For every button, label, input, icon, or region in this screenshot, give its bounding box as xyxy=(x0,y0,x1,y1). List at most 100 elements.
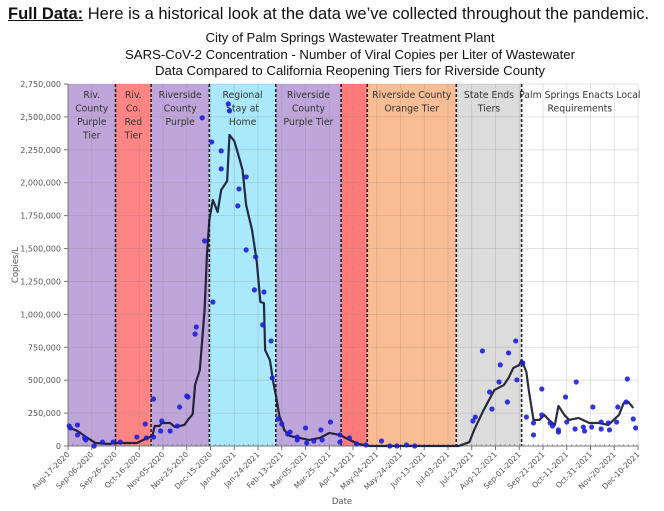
region-label: Tier xyxy=(82,131,101,142)
sample-point xyxy=(472,414,478,420)
sample-point xyxy=(530,420,537,426)
sample-point xyxy=(572,426,578,432)
sample-point xyxy=(225,101,231,107)
sample-point xyxy=(598,426,604,432)
sample-point xyxy=(302,425,309,431)
region-label: Palm Springs Enacts Local xyxy=(519,90,640,101)
sample-point xyxy=(562,394,569,400)
y-tick-label: 2,500,000 xyxy=(20,113,61,122)
region-label: County xyxy=(75,104,109,115)
region-label: County xyxy=(164,104,198,115)
y-tick-label: 1,750,000 xyxy=(20,212,61,221)
sample-point xyxy=(489,406,495,412)
sample-point xyxy=(304,440,310,446)
sample-point xyxy=(504,399,510,405)
chart-title-line-3: Data Compared to California Reopening Ti… xyxy=(155,63,545,78)
sample-point xyxy=(623,399,629,405)
sample-point xyxy=(319,437,325,443)
sample-point xyxy=(235,203,241,209)
sample-point xyxy=(261,289,267,295)
tier-region xyxy=(115,84,152,446)
sample-point xyxy=(243,247,249,253)
sample-point xyxy=(99,439,106,445)
y-tick-label: 1,000,000 xyxy=(20,310,61,319)
sample-point xyxy=(210,299,216,305)
sample-point xyxy=(606,427,613,433)
region-label: Red xyxy=(124,117,142,128)
sample-point xyxy=(185,394,191,400)
sample-point xyxy=(253,254,259,260)
sample-point xyxy=(192,331,198,337)
sample-point xyxy=(486,389,493,395)
chart-title-line-2: SARS-CoV-2 Concentration - Number of Vir… xyxy=(124,46,576,62)
sample-point xyxy=(142,421,148,427)
y-axis-label: Copies/L xyxy=(11,247,21,283)
sample-point xyxy=(150,434,157,440)
sample-point xyxy=(159,418,165,424)
sample-point xyxy=(158,428,164,434)
sample-point xyxy=(150,396,157,402)
sample-point xyxy=(590,404,596,410)
sample-point xyxy=(311,438,317,444)
moving-average-line xyxy=(67,133,635,448)
sample-point xyxy=(549,423,556,429)
region-label: Stay at xyxy=(226,104,259,115)
sample-point xyxy=(91,443,97,449)
sample-point xyxy=(268,338,274,344)
region-label: Purple Tier xyxy=(284,117,334,128)
sample-point xyxy=(287,429,293,435)
sample-point xyxy=(378,438,385,444)
sample-point xyxy=(199,115,205,121)
y-tick-label: 250,000 xyxy=(28,409,61,418)
sample-point xyxy=(218,166,224,172)
x-axis-label: Date xyxy=(332,497,352,507)
sample-point xyxy=(67,425,73,431)
sample-point xyxy=(117,439,123,445)
sample-points xyxy=(66,101,639,449)
sample-point xyxy=(294,434,300,440)
tier-region xyxy=(151,84,210,446)
region-labels: Riv. County Purple Tier Riv. Co. Red Tier Rivers… xyxy=(75,90,640,142)
sample-point xyxy=(193,324,199,330)
region-borders xyxy=(114,84,523,446)
sample-point xyxy=(279,421,285,427)
sample-point xyxy=(630,416,636,422)
region-label: Riverside xyxy=(159,90,202,101)
tier-region xyxy=(275,84,342,446)
tier-region xyxy=(68,84,116,446)
y-tick-label: 500,000 xyxy=(28,376,61,385)
sample-point xyxy=(505,350,512,356)
sample-point xyxy=(201,238,208,244)
region-label: Purple xyxy=(166,117,196,128)
region-label: Riv. xyxy=(83,90,100,101)
sample-point xyxy=(539,386,545,392)
y-tick-label: 1,250,000 xyxy=(20,277,61,286)
chart-title: City of Palm Springs Wastewater Treatmen… xyxy=(0,30,664,80)
intro-body: Here is a historical look at the data we… xyxy=(83,5,650,23)
sample-point xyxy=(530,432,537,438)
intro-label: Full Data: xyxy=(8,5,84,23)
tier-region xyxy=(209,84,276,446)
region-label: Purple xyxy=(77,117,107,128)
region-label: Riverside xyxy=(287,90,330,101)
sample-point xyxy=(564,419,570,425)
moving-average-path xyxy=(67,133,635,448)
sample-point xyxy=(226,108,233,114)
y-tick-label: 1,500,000 xyxy=(20,245,61,254)
sample-point xyxy=(615,404,621,410)
sample-point xyxy=(174,423,180,429)
sample-point xyxy=(167,428,173,434)
sample-point xyxy=(260,322,266,328)
sample-point xyxy=(110,439,116,445)
intro-text: Full Data: Here is a historical look at … xyxy=(8,5,649,24)
sample-point xyxy=(496,379,502,385)
sample-point xyxy=(243,174,249,180)
y-tick-label: 750,000 xyxy=(28,343,61,352)
sample-point xyxy=(589,424,595,430)
sample-point xyxy=(497,362,503,368)
sample-point xyxy=(514,377,520,383)
region-label: Riverside County xyxy=(372,90,452,101)
tier-region xyxy=(367,84,457,446)
sample-point xyxy=(143,435,149,441)
